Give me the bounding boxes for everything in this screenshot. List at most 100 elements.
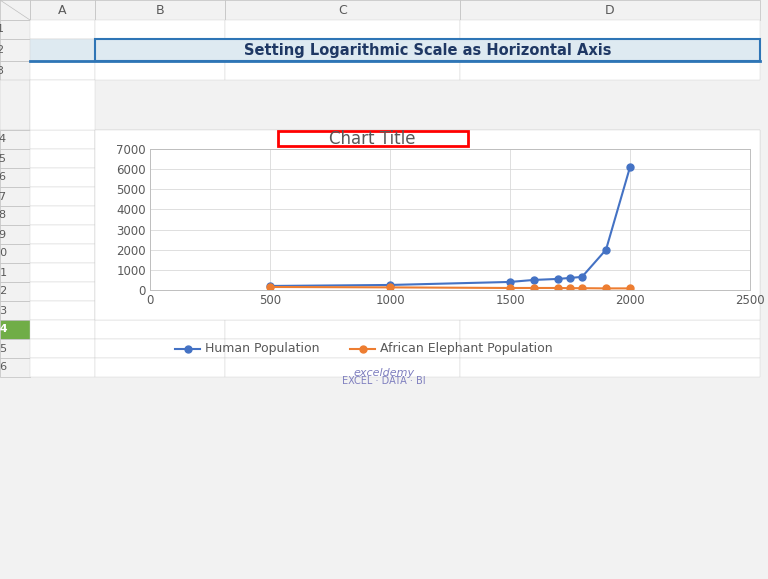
Bar xyxy=(30,0,95,20)
Text: 20: 20 xyxy=(0,248,7,258)
Bar xyxy=(95,282,225,301)
Text: 1: 1 xyxy=(0,24,4,35)
Bar xyxy=(95,149,225,168)
Bar xyxy=(30,320,95,339)
Bar xyxy=(460,282,760,301)
Bar xyxy=(460,149,760,168)
Bar xyxy=(225,0,460,20)
Bar xyxy=(225,206,460,225)
Text: 19: 19 xyxy=(0,229,7,240)
Bar xyxy=(30,282,95,301)
Bar xyxy=(95,61,225,80)
Bar xyxy=(95,225,225,244)
Bar xyxy=(30,358,95,377)
Bar xyxy=(225,225,460,244)
Bar xyxy=(460,301,760,320)
Bar xyxy=(95,187,225,206)
Bar xyxy=(460,263,760,282)
Bar xyxy=(0,168,30,187)
Bar xyxy=(0,130,30,149)
Bar xyxy=(460,339,760,358)
Bar xyxy=(30,244,95,263)
Bar xyxy=(225,187,460,206)
Bar xyxy=(0,0,30,20)
Text: 24: 24 xyxy=(0,324,8,335)
Bar xyxy=(225,244,460,263)
Bar xyxy=(0,39,30,61)
Bar xyxy=(0,187,30,206)
Text: 21: 21 xyxy=(0,267,7,277)
Bar xyxy=(460,244,760,263)
Bar xyxy=(30,61,95,80)
Bar xyxy=(95,130,225,149)
Bar xyxy=(277,131,468,146)
Bar xyxy=(460,168,760,187)
Bar xyxy=(95,244,225,263)
Bar xyxy=(460,20,760,39)
Text: 25: 25 xyxy=(0,343,7,354)
Text: 23: 23 xyxy=(0,306,7,316)
Bar xyxy=(95,39,760,61)
Bar xyxy=(30,225,95,244)
Bar xyxy=(0,149,30,168)
Text: 15: 15 xyxy=(0,153,7,163)
Bar xyxy=(95,301,225,320)
Text: Human Population: Human Population xyxy=(205,342,319,355)
Bar xyxy=(30,187,95,206)
Bar xyxy=(460,0,760,20)
Bar xyxy=(0,61,30,80)
Bar xyxy=(30,301,95,320)
Bar xyxy=(95,130,760,320)
Bar xyxy=(0,339,30,358)
Bar xyxy=(30,149,95,168)
Text: D: D xyxy=(605,3,615,16)
Text: EXCEL · DATA · BI: EXCEL · DATA · BI xyxy=(343,376,425,387)
Bar xyxy=(95,20,225,39)
Bar xyxy=(225,263,460,282)
Bar xyxy=(0,358,30,377)
Bar xyxy=(95,263,225,282)
Bar xyxy=(30,206,95,225)
Text: 16: 16 xyxy=(0,173,7,182)
Bar xyxy=(460,206,760,225)
Bar xyxy=(225,339,460,358)
Bar xyxy=(0,282,30,301)
Text: 3: 3 xyxy=(0,65,4,75)
Bar xyxy=(30,263,95,282)
Text: 26: 26 xyxy=(0,362,7,372)
Bar xyxy=(30,80,95,130)
Text: African Elephant Population: African Elephant Population xyxy=(380,342,553,355)
Bar xyxy=(95,0,225,20)
Text: 18: 18 xyxy=(0,211,7,221)
Bar xyxy=(225,320,460,339)
Text: exceldemy: exceldemy xyxy=(353,368,415,378)
Bar xyxy=(225,61,460,80)
Bar xyxy=(30,168,95,187)
Bar xyxy=(0,225,30,244)
Text: A: A xyxy=(58,3,67,16)
Bar xyxy=(0,80,30,130)
Bar xyxy=(30,39,95,61)
Bar xyxy=(460,358,760,377)
Text: 14: 14 xyxy=(0,134,7,145)
Bar xyxy=(0,301,30,320)
Bar xyxy=(0,320,30,339)
Bar xyxy=(0,263,30,282)
Bar xyxy=(95,358,225,377)
Text: 2: 2 xyxy=(0,45,4,55)
Bar xyxy=(225,130,460,149)
Bar xyxy=(225,282,460,301)
Bar xyxy=(0,20,30,39)
Text: B: B xyxy=(156,3,164,16)
Bar xyxy=(225,20,460,39)
Bar xyxy=(460,320,760,339)
Bar xyxy=(225,358,460,377)
Bar xyxy=(225,149,460,168)
Bar xyxy=(95,168,225,187)
Bar xyxy=(95,320,225,339)
Bar xyxy=(30,130,95,149)
Bar xyxy=(95,206,225,225)
Bar xyxy=(225,301,460,320)
Bar xyxy=(0,244,30,263)
Bar xyxy=(0,206,30,225)
